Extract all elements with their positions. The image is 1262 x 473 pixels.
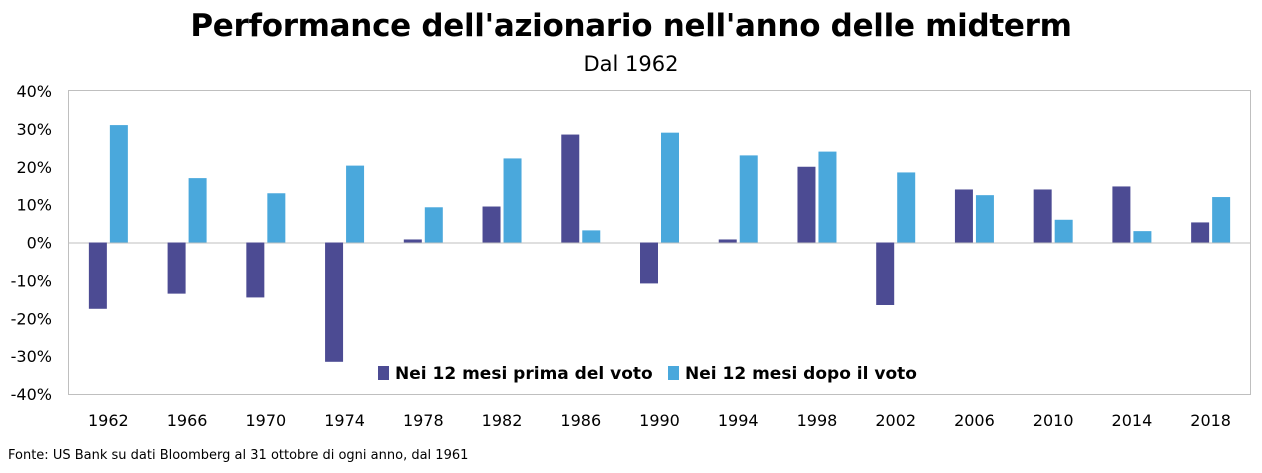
legend-swatch-after [668, 366, 679, 380]
x-tick-label: 1970 [245, 411, 286, 430]
x-tick-label: 1982 [482, 411, 523, 430]
bar-before-1986 [561, 134, 580, 243]
bar-before-1990 [640, 242, 658, 284]
x-tick-label: 2002 [875, 411, 916, 430]
bar-before-1982 [482, 206, 501, 243]
bar-after-2002 [897, 172, 916, 243]
bar-before-1970 [246, 242, 265, 298]
bar-before-2010 [1033, 189, 1052, 243]
bar-after-1966 [188, 178, 207, 243]
bar-after-1978 [424, 207, 443, 243]
bar-after-2006 [975, 195, 994, 243]
bar-after-1982 [503, 158, 522, 243]
chart-title: Performance dell'azionario nell'anno del… [190, 8, 1072, 44]
bar-after-1994 [739, 155, 758, 243]
bar-before-1978 [403, 239, 422, 243]
x-tick-label: 1974 [324, 411, 365, 430]
y-tick-label: 10% [16, 196, 52, 215]
y-tick-label: 30% [16, 120, 52, 139]
y-tick-label: -10% [11, 271, 52, 290]
bar-after-2010 [1054, 219, 1073, 243]
bar-before-2006 [954, 189, 973, 243]
legend-label-before: Nei 12 mesi prima del voto [395, 364, 653, 384]
plot-area-border [68, 90, 1251, 395]
y-tick-label: -20% [11, 309, 52, 328]
bar-after-1970 [267, 193, 286, 243]
bar-after-1962 [109, 125, 128, 243]
x-tick-label: 1990 [639, 411, 680, 430]
bar-before-2014 [1112, 186, 1131, 243]
bar-after-2018 [1212, 197, 1231, 243]
bar-before-2018 [1191, 222, 1210, 243]
bar-before-1994 [718, 239, 737, 243]
legend-swatch-before [378, 366, 389, 380]
bar-after-1998 [818, 151, 837, 243]
legend-label-after: Nei 12 mesi dopo il voto [685, 364, 917, 384]
source-note: Fonte: US Bank su dati Bloomberg al 31 o… [8, 448, 469, 463]
y-tick-label: -40% [11, 385, 52, 404]
bar-after-1974 [346, 165, 365, 243]
bar-before-1998 [797, 166, 816, 243]
x-tick-label: 1962 [88, 411, 129, 430]
y-tick-label: -30% [11, 347, 52, 366]
bar-after-1990 [661, 132, 679, 243]
y-tick-label: 40% [16, 82, 52, 101]
y-tick-label: 0% [27, 234, 52, 253]
x-tick-label: 1978 [403, 411, 444, 430]
bar-after-1986 [582, 230, 601, 243]
bar-before-1966 [167, 242, 186, 294]
bar-before-1974 [325, 242, 344, 362]
x-tick-label: 1998 [797, 411, 838, 430]
x-tick-label: 2006 [954, 411, 995, 430]
bar-after-2014 [1133, 231, 1152, 243]
y-tick-label: 20% [16, 158, 52, 177]
x-tick-label: 2010 [1033, 411, 1074, 430]
x-tick-label: 1986 [560, 411, 601, 430]
x-tick-label: 2014 [1112, 411, 1153, 430]
bar-before-1962 [88, 242, 107, 309]
x-tick-label: 1966 [167, 411, 208, 430]
x-tick-label: 1994 [718, 411, 759, 430]
legend: Nei 12 mesi prima del voto Nei 12 mesi d… [378, 364, 917, 384]
x-tick-label: 2018 [1190, 411, 1231, 430]
bar-before-2002 [876, 242, 895, 305]
chart-subtitle: Dal 1962 [583, 52, 679, 76]
